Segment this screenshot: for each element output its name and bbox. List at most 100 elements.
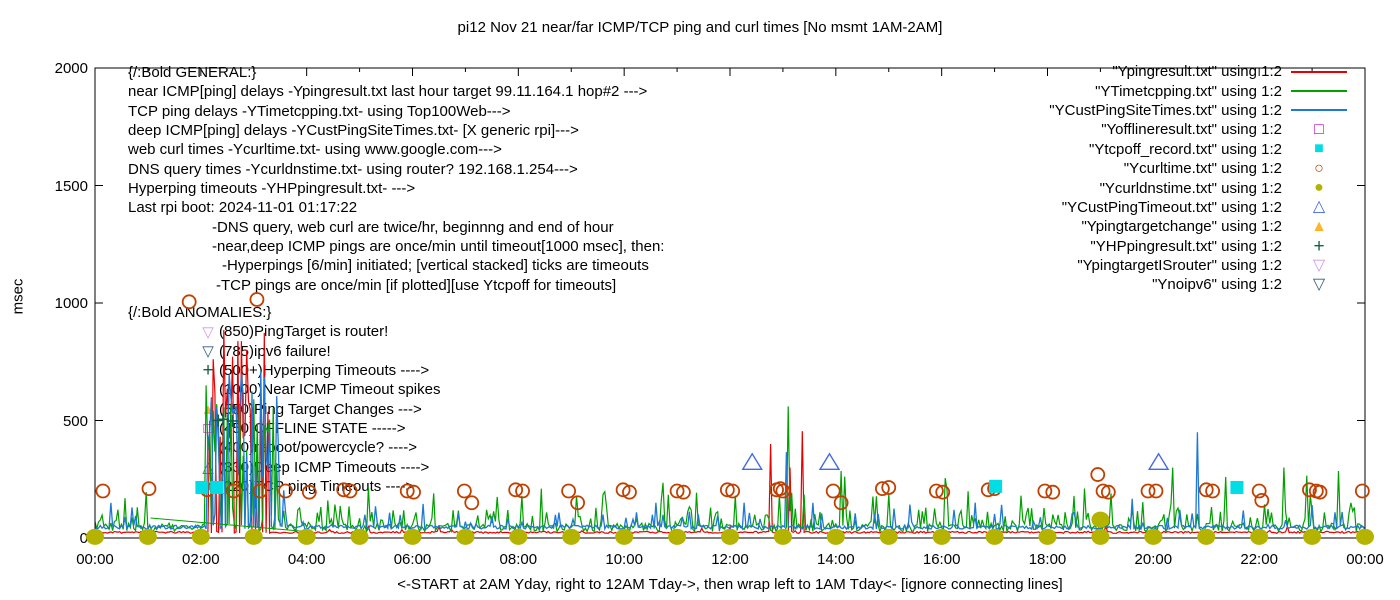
Ycurldnstime-marker [191, 528, 210, 545]
Ycurltime-marker [676, 484, 691, 500]
legend-sample-square-filled-icon: ■ [1288, 141, 1350, 157]
Ycurltime-marker [987, 481, 1002, 497]
legend-label: "YTimetcpping.txt" using 1:2 [1095, 82, 1282, 100]
legend-row: "Ytcpoff_record.txt" using 1:2 ■ [1049, 140, 1350, 159]
anomaly-tri-up-filled-icon: ▲ [200, 400, 216, 418]
y-tick-label: 500 [62, 412, 88, 430]
anomaly-row: + (500+)Hyperping Timeouts ----> [128, 361, 440, 380]
Ycurltime-marker [772, 481, 788, 497]
anomaly-text: (400)reboot/powercycle? ----> [219, 439, 417, 457]
legend-label: "YCustPingSiteTimes.txt" using 1:2 [1049, 101, 1282, 119]
Ycurldnstime-marker [1303, 528, 1322, 545]
anomalies-header: {/:Bold ANOMALIES:} [128, 304, 272, 321]
Ycurltime-marker [1045, 484, 1061, 500]
legend-label: "Ypingresult.txt" using 1:2 [1112, 63, 1282, 81]
legend-marker-glyph: ▲ [1311, 217, 1327, 235]
Ycurltime-marker [615, 482, 631, 498]
Ycurldnstime-marker [297, 528, 316, 545]
legend-marker-glyph: ■ [1314, 140, 1324, 158]
anomaly-row: ■ (220)TCP ping Timeouts ----> [128, 477, 440, 496]
Ycurldnstime-marker [773, 528, 792, 545]
Ycurltime-marker [95, 483, 111, 499]
y-tick-label: 0 [79, 530, 88, 547]
legend-row: "Ypingtargetchange" using 1:2 ▲ [1049, 217, 1350, 236]
Ycurldnstime-marker [1091, 511, 1110, 528]
anomaly-tri-up-open-icon: △ [202, 458, 214, 476]
Ycurltime-marker [456, 483, 472, 499]
legend-line-swatch [1291, 70, 1347, 73]
legend-sample-tri-up-filled-icon: ▲ [1288, 217, 1350, 235]
anomaly-text: (450)OFFLINE STATE -----> [219, 420, 406, 438]
legend-row: "Ycurldnstime.txt" using 1:2 ● [1049, 178, 1350, 197]
Ycurldnstime-marker [86, 528, 104, 545]
general-annotation-line: deep ICMP[ping] delays -YCustPingSiteTim… [128, 122, 579, 140]
legend-sample-tri-down-open-icon: ▽ [1288, 256, 1350, 274]
Ycurltime-marker [1205, 483, 1220, 499]
Ycurltime-marker [1308, 483, 1324, 499]
Ycurltime-marker [825, 483, 841, 499]
anomaly-tri-down-open-icon: ▽ [202, 342, 214, 360]
Ycurldnstime-marker [879, 528, 898, 545]
legend-label: "Ytcpoff_record.txt" using 1:2 [1089, 140, 1282, 158]
anomaly-row: ▲ (550)Ping Target Changes ---> [128, 400, 440, 419]
Ycurldnstime-marker [1250, 528, 1269, 545]
legend-label: "YpingtargetISrouter" using 1:2 [1077, 257, 1282, 275]
YCustPingTimeout-marker [1147, 452, 1170, 470]
Ycurltime-marker [881, 480, 897, 495]
general-annotation-block: {/:Bold GENERAL:} near ICMP[ping] delays … [128, 63, 664, 295]
general-annotation-line: -DNS query, web curl are twice/hr, begin… [212, 218, 614, 236]
Ycurldnstime-marker [721, 528, 739, 545]
Ycurldnstime-marker [1356, 528, 1374, 545]
legend-sample-line-icon [1288, 109, 1350, 112]
Ycurltime-marker [1037, 483, 1053, 499]
Ycurltime-marker [1148, 483, 1164, 499]
anomaly-tri-down-open-icon: ▽ [202, 323, 214, 341]
legend-sample-tri-down-open-icon: ▽ [1288, 276, 1350, 293]
legend-sample-circle-open-icon: ○ [1288, 160, 1350, 177]
anomaly-text: (330)Deep ICMP Timeouts ----> [219, 458, 430, 476]
Ycurltime-marker [1354, 483, 1370, 499]
Ytcpoff_record-marker [989, 479, 1003, 493]
general-annotation-line: {/:Bold GENERAL:} [128, 64, 257, 81]
anomaly-square-filled-icon: ■ [203, 478, 213, 496]
x-tick-label: 22:00 [1240, 551, 1278, 568]
anomalies-rows: ▽ (850)PingTarget is router! ▽ (785)ipv6 fa… [128, 322, 441, 496]
legend-marker-glyph: ▽ [1312, 256, 1326, 274]
legend-sample-plus-icon: + [1288, 237, 1350, 256]
Ycurltime-marker [928, 483, 944, 499]
legend-row: "Ycurltime.txt" using 1:2 ○ [1049, 159, 1350, 178]
legend-marker-glyph: + [1313, 235, 1325, 257]
x-axis-label: <-START at 2AM Yday, right to 12AM Tday-… [397, 576, 1063, 593]
Ycurltime-marker [669, 483, 685, 499]
legend-row: "YHPpingresult.txt" using 1:2 + [1049, 237, 1350, 256]
Ycurltime-marker [622, 484, 637, 500]
Ycurltime-marker [464, 495, 480, 511]
Ycurldnstime-marker [826, 528, 845, 545]
legend-line-swatch [1291, 90, 1347, 93]
Ycurltime-marker [935, 484, 951, 500]
anomaly-text: (785)ipv6 failure! [219, 342, 331, 360]
Ycurltime-marker [561, 483, 577, 499]
Ycurldnstime-marker [509, 528, 528, 545]
y-tick-label: 1000 [54, 295, 88, 312]
Ycurldnstime-marker [456, 528, 475, 545]
Ycurldnstime-marker [668, 528, 687, 545]
Ycurltime-marker [833, 495, 849, 511]
legend: "Ypingresult.txt" using 1:2 "YTimetcpping… [1049, 62, 1350, 295]
legend-marker-glyph: △ [1312, 198, 1326, 216]
legend-marker-glyph: ● [1314, 179, 1324, 197]
general-annotation-line: DNS query times -Ycurldnstime.txt- using… [128, 160, 578, 178]
Ycurltime-marker [1302, 482, 1317, 498]
Ycurltime-marker [1095, 483, 1111, 499]
legend-sample-circle-filled-icon: ● [1288, 180, 1350, 196]
legend-sample-line-icon [1288, 90, 1350, 93]
general-annotation-line: web curl times -Ycurltime.txt- using www… [128, 141, 502, 159]
anomaly-plus-icon: + [202, 360, 214, 382]
YCustPingTimeout-marker [741, 452, 763, 470]
anomaly-row: △ (330)Deep ICMP Timeouts ----> [128, 458, 440, 477]
general-annotation-line: -near,deep ICMP pings are once/min until… [212, 238, 665, 256]
general-annotation-line: -TCP pings are once/min [if plotted][use… [216, 276, 617, 294]
x-tick-label: 16:00 [922, 551, 961, 568]
Ycurldnstime-marker [138, 528, 157, 545]
